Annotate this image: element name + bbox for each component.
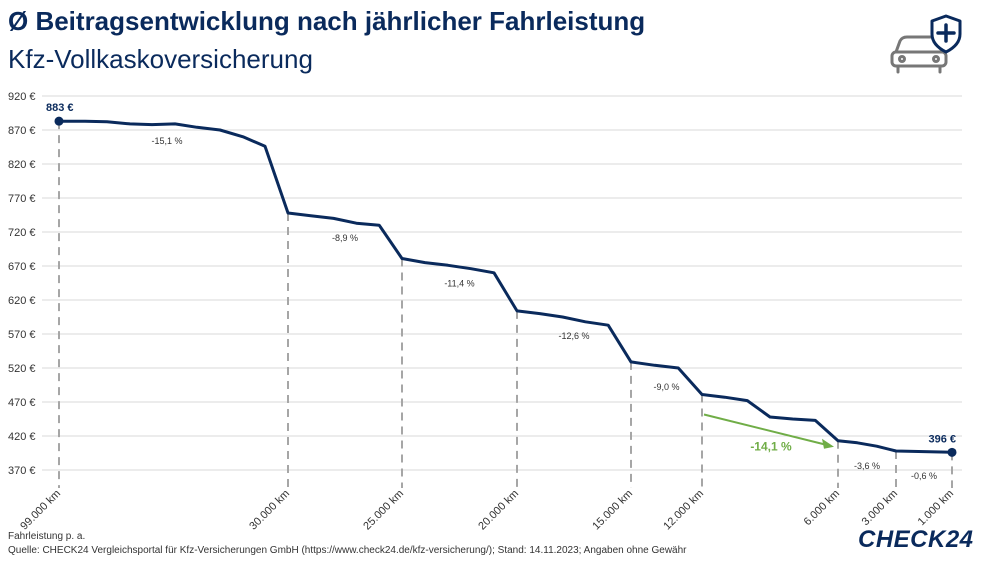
segment-percent-label: -9,0 %: [653, 382, 679, 392]
segment-percent-label: -8,9 %: [332, 233, 358, 243]
y-tick-label: 470 €: [8, 397, 36, 409]
y-tick-label: 520 €: [8, 363, 36, 375]
x-tick-label: 30.000 km: [247, 488, 292, 533]
segment-percent-label: -15,1 %: [151, 136, 182, 146]
segment-percent-label: -12,6 %: [558, 331, 589, 341]
y-tick-label: 420 €: [8, 431, 36, 443]
page-subtitle: Kfz-Vollkaskoversicherung: [8, 44, 313, 74]
y-tick-label: 920 €: [8, 91, 36, 103]
x-tick-label: 12.000 km: [661, 488, 706, 533]
source-note: Quelle: CHECK24 Vergleichsportal für Kfz…: [8, 545, 687, 556]
y-tick-label: 770 €: [8, 193, 36, 205]
highlight-label: -14,1 %: [750, 440, 792, 454]
endpoint-label: 883 €: [46, 102, 74, 114]
endpoint-marker: [54, 116, 64, 126]
y-tick-label: 620 €: [8, 295, 36, 307]
x-tick-label: 3.000 km: [860, 488, 900, 528]
axis-note: Fahrleistung p. a.: [8, 531, 86, 542]
x-tick-label: 15.000 km: [590, 488, 635, 533]
x-tick-label: 20.000 km: [476, 488, 521, 533]
segment-percent-label: -3,6 %: [854, 461, 880, 471]
page-title: Ø Beitragsentwicklung nach jährlicher Fa…: [8, 6, 646, 36]
x-tick-label: 25.000 km: [361, 488, 406, 533]
x-tick-label: 6.000 km: [802, 488, 842, 528]
y-tick-label: 870 €: [8, 125, 36, 137]
y-tick-label: 720 €: [8, 227, 36, 239]
highlight-arrow: [703, 413, 827, 446]
y-tick-label: 370 €: [8, 465, 36, 477]
series-line: [59, 119, 953, 454]
endpoint-marker: [947, 447, 957, 457]
segment-percent-label: -11,4 %: [444, 279, 474, 289]
segment-percent-label: -0,6 %: [911, 471, 937, 481]
y-tick-label: 670 €: [8, 261, 36, 273]
endpoint-label: 396 €: [928, 433, 956, 445]
brand-logo: CHECK24: [858, 526, 974, 553]
x-tick-label: 99.000 km: [18, 488, 63, 533]
y-tick-label: 820 €: [8, 159, 36, 171]
y-tick-label: 570 €: [8, 329, 36, 341]
highlight-arrowhead: [822, 438, 834, 449]
x-tick-label: 1.000 km: [916, 488, 956, 528]
car-shield-plus-icon: [890, 14, 962, 74]
